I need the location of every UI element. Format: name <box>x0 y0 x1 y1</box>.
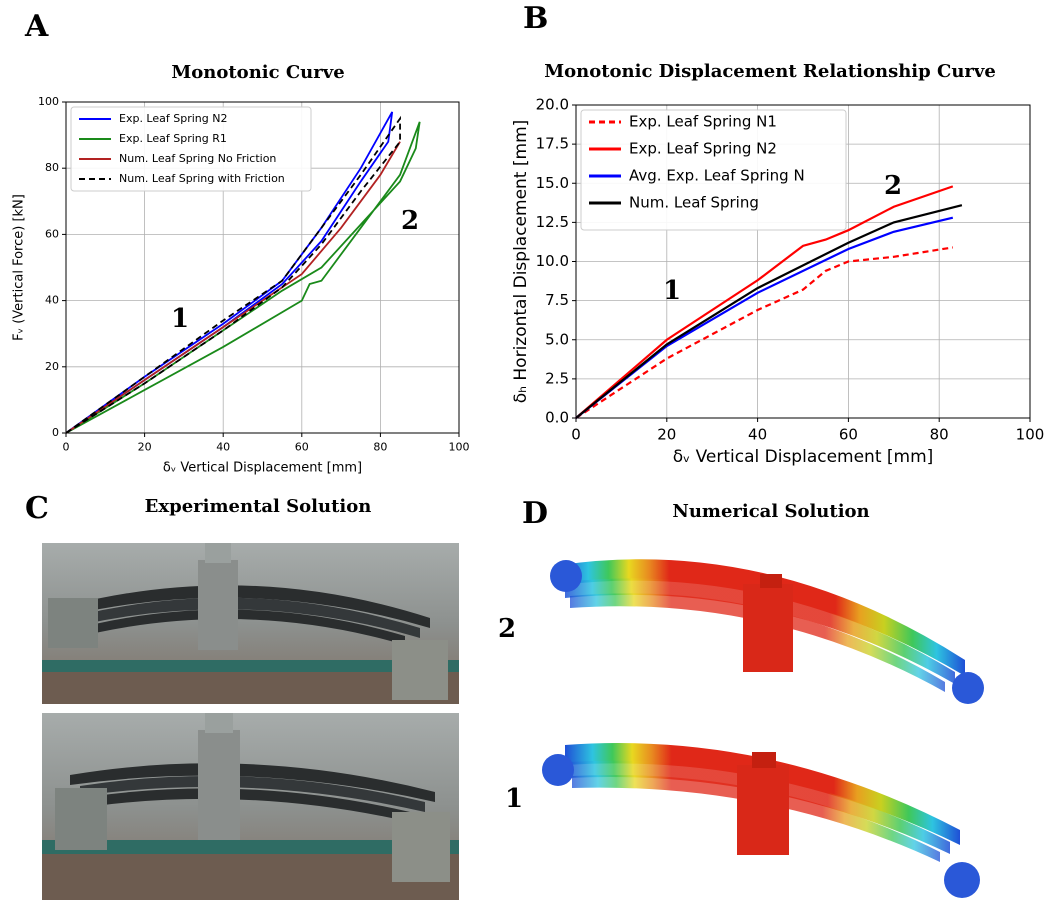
x-tick-label: 0 <box>571 426 581 444</box>
y-tick-label: 40 <box>45 294 59 307</box>
fem-render <box>550 559 984 704</box>
x-axis-label: δᵥ Vertical Displacement [mm] <box>673 447 934 467</box>
y-tick-label: 2.5 <box>545 369 569 387</box>
panel-label: B <box>523 1 548 36</box>
x-axis-label: δᵥ Vertical Displacement [mm] <box>163 461 362 476</box>
y-tick-label: 5.0 <box>545 330 569 348</box>
y-tick-label: 20.0 <box>536 96 569 114</box>
photo <box>42 713 459 900</box>
legend-label: Avg. Exp. Leaf Spring N <box>629 167 805 185</box>
chart-title: Monotonic Displacement Relationship Curv… <box>544 61 996 82</box>
x-tick-label: 20 <box>657 426 676 444</box>
data-line <box>65 115 401 434</box>
y-tick-label: 10.0 <box>536 252 569 270</box>
legend-label: Num. Leaf Spring with Friction <box>119 172 285 185</box>
x-tick-label: 20 <box>138 441 152 454</box>
x-tick-label: 80 <box>373 441 387 454</box>
y-tick-label: 0.0 <box>545 409 569 427</box>
x-tick-label: 60 <box>839 426 858 444</box>
panel-title: Experimental Solution <box>145 496 372 517</box>
x-tick-label: 40 <box>216 441 230 454</box>
y-tick-label: 15.0 <box>536 174 569 192</box>
panel-label: A <box>24 9 49 44</box>
legend-label: Exp. Leaf Spring N2 <box>119 112 227 125</box>
x-tick-label: 40 <box>748 426 767 444</box>
annotation: 2 <box>401 206 419 236</box>
plot-frame <box>575 104 1031 419</box>
data-line <box>65 141 401 434</box>
legend-label: Num. Leaf Spring <box>629 194 759 212</box>
panel-title: Numerical Solution <box>672 501 869 522</box>
x-tick-label: 100 <box>1016 426 1045 444</box>
state-label: 2 <box>498 614 516 644</box>
x-tick-label: 60 <box>295 441 309 454</box>
y-tick-label: 17.5 <box>536 135 569 153</box>
y-tick-label: 20 <box>45 360 59 373</box>
y-tick-label: 7.5 <box>545 291 569 309</box>
data-line <box>575 204 963 419</box>
panel-label: C <box>25 491 49 526</box>
legend-box <box>580 109 847 231</box>
data-line <box>65 121 421 434</box>
data-line <box>575 216 954 419</box>
legend-label: Exp. Leaf Spring N2 <box>629 140 777 158</box>
legend-label: Num. Leaf Spring No Friction <box>119 152 276 165</box>
photo <box>42 543 459 704</box>
state-label: 1 <box>505 784 523 814</box>
y-tick-label: 0 <box>52 426 59 439</box>
x-tick-label: 0 <box>63 441 70 454</box>
chart-title: Monotonic Curve <box>171 62 344 83</box>
x-tick-label: 100 <box>449 441 470 454</box>
panel-label: D <box>522 496 548 531</box>
fem-render <box>542 743 980 898</box>
annotation: 1 <box>171 304 189 334</box>
x-tick-label: 80 <box>930 426 949 444</box>
y-axis-label: δₕ Horizontal Displacement [mm] <box>511 120 531 404</box>
plot-frame <box>65 101 460 434</box>
legend-label: Exp. Leaf Spring N1 <box>629 113 777 131</box>
y-tick-label: 100 <box>38 95 59 108</box>
y-tick-label: 80 <box>45 161 59 174</box>
legend-label: Exp. Leaf Spring R1 <box>119 132 227 145</box>
data-line <box>575 246 953 419</box>
annotation: 1 <box>663 276 681 306</box>
y-axis-label: Fᵥ (Vertical Force) [kN] <box>12 194 27 341</box>
y-tick-label: 12.5 <box>536 213 569 231</box>
annotation: 2 <box>884 171 902 201</box>
data-line <box>575 185 954 419</box>
y-tick-label: 60 <box>45 227 59 240</box>
legend-box <box>70 106 312 192</box>
